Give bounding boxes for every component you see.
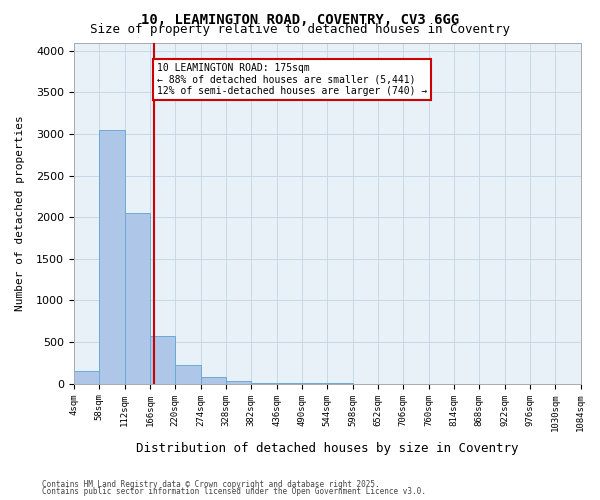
Text: Contains HM Land Registry data © Crown copyright and database right 2025.: Contains HM Land Registry data © Crown c…: [42, 480, 380, 489]
Text: 10 LEAMINGTON ROAD: 175sqm
← 88% of detached houses are smaller (5,441)
12% of s: 10 LEAMINGTON ROAD: 175sqm ← 88% of deta…: [157, 64, 427, 96]
Bar: [175, 365, 200, 384]
Bar: [200, 378, 226, 384]
Bar: [125, 213, 150, 384]
Text: Contains public sector information licensed under the Open Government Licence v3: Contains public sector information licen…: [42, 487, 426, 496]
Text: 10, LEAMINGTON ROAD, COVENTRY, CV3 6GG: 10, LEAMINGTON ROAD, COVENTRY, CV3 6GG: [141, 12, 459, 26]
X-axis label: Distribution of detached houses by size in Coventry: Distribution of detached houses by size …: [136, 442, 518, 455]
Bar: [150, 336, 175, 384]
Bar: [99, 130, 125, 384]
Bar: [251, 383, 277, 384]
Bar: [74, 371, 99, 384]
Bar: [226, 381, 251, 384]
Text: Size of property relative to detached houses in Coventry: Size of property relative to detached ho…: [90, 22, 510, 36]
Y-axis label: Number of detached properties: Number of detached properties: [15, 115, 25, 311]
